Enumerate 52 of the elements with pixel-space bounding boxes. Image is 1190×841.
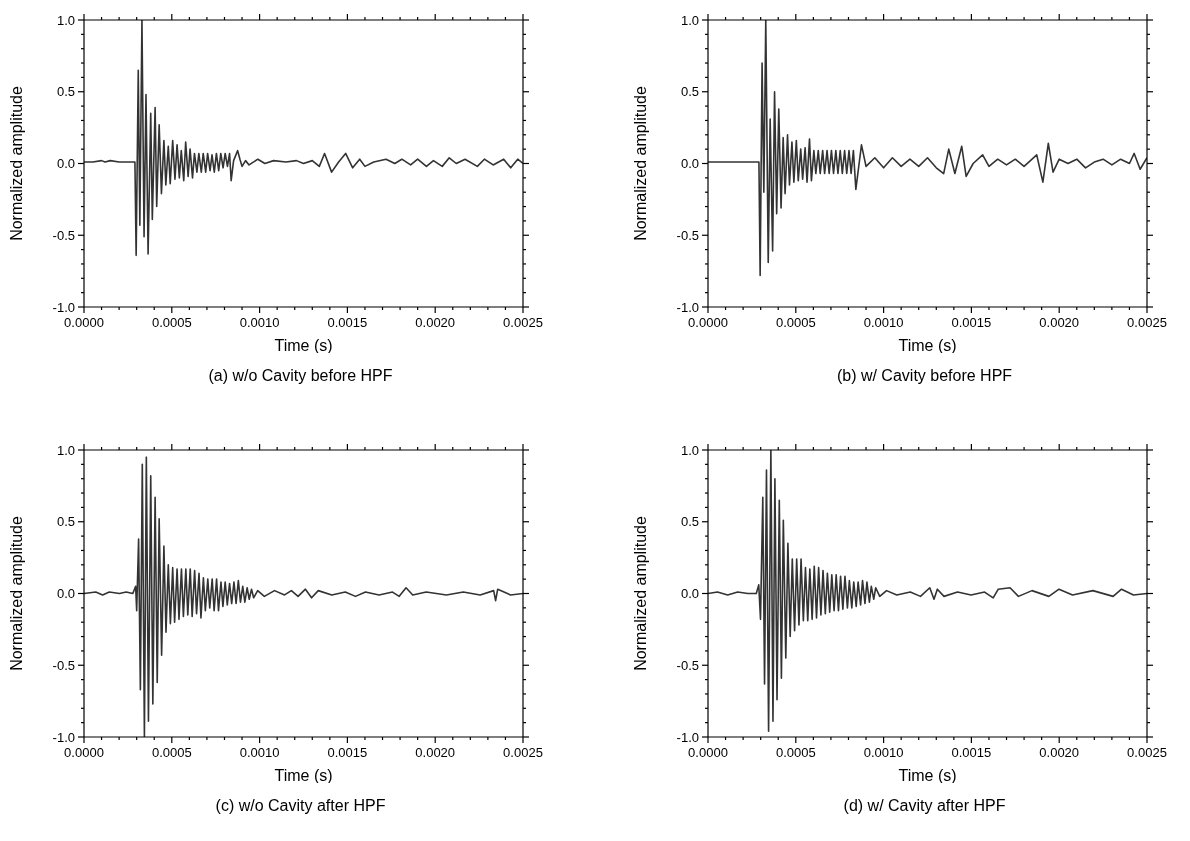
x-tick-label: 0.0010	[239, 745, 280, 760]
y-tick-label: 1.0	[680, 442, 699, 458]
x-tick-label: 0.0000	[64, 745, 104, 760]
x-tick-label: 0.0010	[863, 315, 904, 330]
y-tick-label: -1.0	[676, 299, 699, 315]
x-tick-label: 0.0005	[775, 745, 816, 760]
x-tick-label: 0.0020	[1039, 315, 1080, 330]
y-tick-label: -0.5	[676, 227, 699, 243]
y-tick-label: 0.5	[680, 84, 699, 100]
y-axis-title: Normalized amplitude	[7, 516, 25, 671]
x-tick-label: 0.0020	[415, 315, 456, 330]
x-tick-label: 0.0020	[415, 745, 456, 760]
x-tick-label: 0.0015	[327, 315, 368, 330]
x-tick-label: 0.0010	[239, 315, 280, 330]
x-tick-label: 0.0020	[1039, 745, 1080, 760]
y-tick-label: 0.5	[680, 514, 699, 530]
y-tick-label: 0.0	[680, 586, 699, 601]
x-tick-label: 0.0015	[327, 745, 368, 760]
x-tick-label: 0.0015	[951, 315, 992, 330]
x-tick-label: 0.0015	[951, 745, 992, 760]
y-tick-label: -1.0	[52, 729, 75, 745]
x-tick-label: 0.0025	[503, 315, 543, 330]
y-tick-label: 1.0	[56, 12, 75, 28]
y-tick-label: 0.0	[680, 156, 699, 171]
y-tick-label: 0.0	[56, 586, 75, 601]
x-tick-label: 0.0025	[503, 745, 543, 760]
x-tick-label: 0.0025	[1127, 745, 1167, 760]
x-tick-label: 0.0005	[775, 315, 816, 330]
y-tick-label: 0.5	[56, 84, 75, 100]
text: (b) w/ Cavity before HPF	[835, 367, 1014, 385]
x-tick-label: 0.0000	[688, 745, 728, 760]
y-tick-label: -0.5	[52, 227, 75, 243]
x-tick-label: 0.0005	[151, 315, 192, 330]
y-tick-label: -1.0	[676, 729, 699, 745]
y-axis-title: Normalized amplitude	[631, 516, 649, 671]
text: (c) w/o Cavity after HPF	[214, 797, 387, 815]
y-tick-label: -0.5	[52, 657, 75, 673]
y-tick-label: -0.5	[676, 657, 699, 673]
y-tick-label: 1.0	[56, 442, 75, 458]
text: (d) w/ Cavity after HPF	[842, 797, 1007, 815]
text: (a) w/o Cavity before HPF	[207, 367, 394, 385]
y-axis-title: Normalized amplitude	[631, 86, 649, 241]
x-tick-label: 0.0010	[863, 745, 904, 760]
x-tick-label: 0.0005	[151, 745, 192, 760]
y-tick-label: -1.0	[52, 299, 75, 315]
y-axis-title: Normalized amplitude	[7, 86, 25, 241]
y-tick-label: 0.5	[56, 514, 75, 530]
x-tick-label: 0.0000	[64, 315, 104, 330]
x-tick-label: 0.0000	[688, 315, 728, 330]
x-tick-label: 0.0025	[1127, 315, 1167, 330]
y-tick-label: 1.0	[680, 12, 699, 28]
y-tick-label: 0.0	[56, 156, 75, 171]
